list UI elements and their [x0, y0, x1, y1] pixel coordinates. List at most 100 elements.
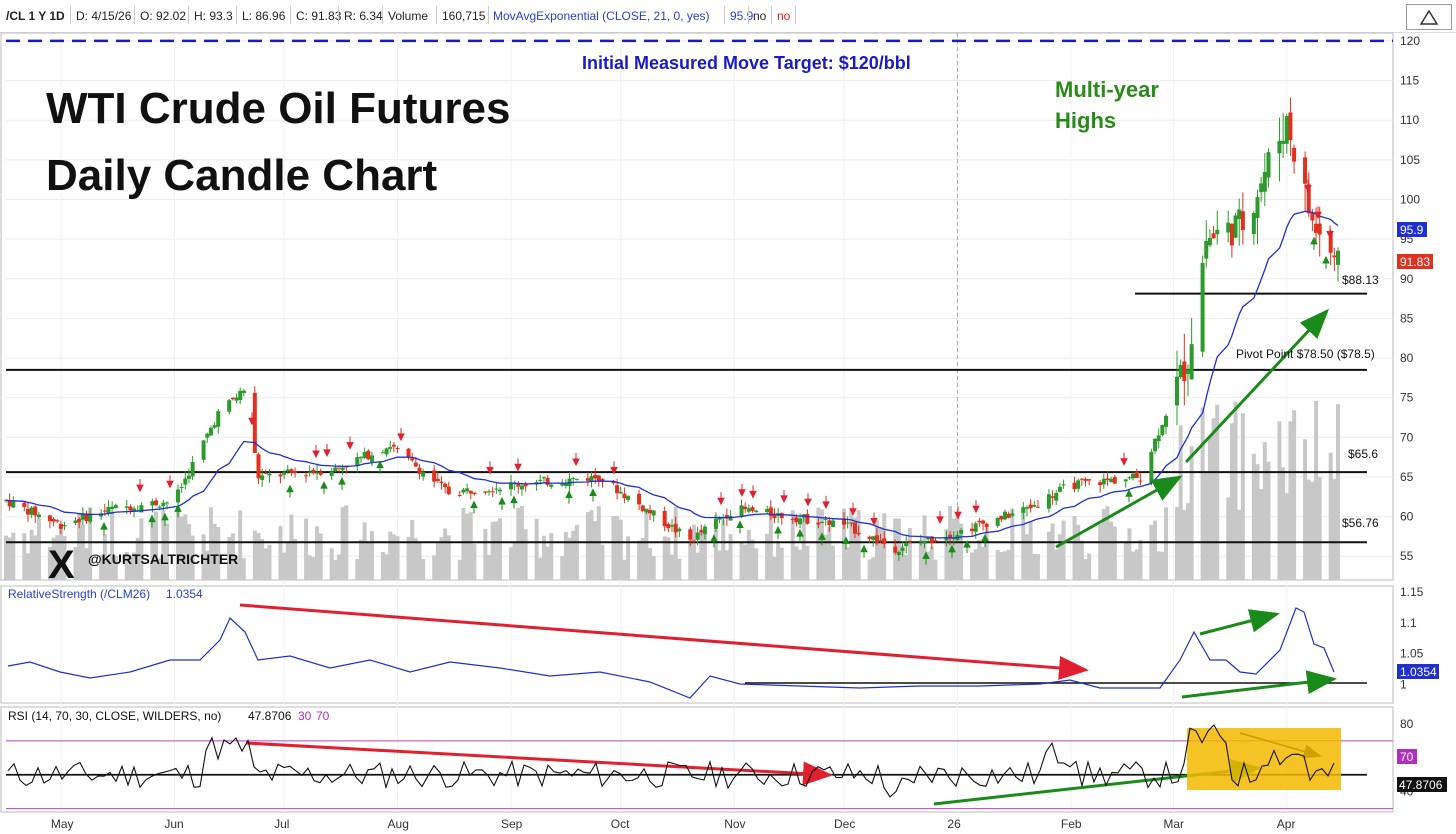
volume-bar [1032, 553, 1037, 580]
volume-bar [856, 510, 861, 580]
panel-frame [0, 706, 1394, 813]
rsi-line [7, 724, 1335, 798]
volume-bar [1057, 534, 1062, 580]
volume-bar [688, 528, 693, 580]
price-tick: 55 [1400, 549, 1414, 563]
volume-bar [929, 546, 934, 580]
candle-body [1189, 344, 1194, 380]
candle-body [1292, 147, 1297, 162]
candle-body [102, 510, 107, 512]
volume-bar [1050, 523, 1055, 580]
volume-bar [329, 548, 334, 580]
candle-body [369, 455, 374, 462]
volume-bar [25, 553, 30, 580]
candle-body [1251, 212, 1256, 235]
ema-study-label[interactable]: MovAvgExponential (CLOSE, 21, 0, yes) [493, 9, 710, 23]
volume-bar [443, 528, 448, 580]
trend-arrow [1181, 670, 1337, 699]
candle-body [212, 425, 217, 428]
candle-body [410, 458, 415, 461]
volume-bar [677, 558, 682, 580]
volume-bar [124, 551, 129, 580]
volume-bar [523, 529, 528, 580]
volume-bar [472, 543, 477, 580]
candle-body [944, 537, 949, 541]
volume-bar [99, 555, 104, 580]
volume-bar [1076, 524, 1081, 580]
volume-bar [823, 534, 828, 580]
candle-body [754, 510, 759, 513]
candle-body [22, 502, 27, 508]
volume-bar [673, 506, 678, 580]
volume-bar [337, 554, 341, 580]
candle-body [47, 515, 52, 522]
candle-body [516, 483, 521, 487]
divider [236, 6, 237, 24]
price-tick: 70 [1400, 430, 1414, 444]
volume-bar [241, 558, 246, 580]
candle-body [62, 525, 67, 527]
candle-body [768, 507, 773, 517]
ema-study-value: 95.9 [730, 9, 754, 23]
candle-body [637, 493, 642, 505]
candle-body [523, 484, 528, 487]
candle-body [132, 508, 137, 512]
candle-body [267, 473, 272, 476]
volume-bar [933, 559, 938, 580]
volume-bar [841, 508, 846, 580]
candle-body [508, 482, 513, 490]
buy-signal-arrow [736, 520, 744, 534]
rs-tick: 1.05 [1400, 647, 1424, 661]
candle-body [538, 479, 543, 481]
sell-signal-arrow [572, 453, 580, 467]
volume-bar [801, 514, 806, 580]
candle-body [1288, 112, 1293, 141]
divider [70, 6, 71, 24]
candle-body [150, 501, 155, 506]
relative-strength-line [7, 607, 1335, 699]
volume-bar [995, 550, 1000, 580]
candle-body [984, 523, 989, 528]
buy-signal-arrow [589, 488, 597, 502]
volume-bar [754, 548, 759, 580]
volume-bar [702, 530, 707, 580]
candle-body [541, 477, 546, 479]
candle-body [1076, 480, 1081, 489]
rsi-study-label[interactable]: RSI (14, 70, 30, CLOSE, WILDERS, no) [8, 709, 221, 723]
rsi-badge-text: 47.8706 [1399, 778, 1443, 792]
volume-bar [541, 535, 546, 580]
volume-bar [1277, 421, 1282, 580]
rs-study-label[interactable]: RelativeStrength (/CLM26) [8, 587, 150, 601]
volume-bar [1200, 407, 1205, 580]
volume-bar [494, 521, 499, 580]
buy-signal-arrow [922, 551, 930, 565]
candle-body [615, 485, 620, 494]
volume-bar [1281, 467, 1286, 580]
candle-body [1138, 480, 1143, 482]
candle-body [175, 489, 180, 503]
price-tick: 60 [1400, 510, 1414, 524]
month-label: Feb [1061, 817, 1082, 831]
sell-signal-arrow [136, 479, 144, 493]
candle-body [519, 485, 524, 490]
volume-bar [380, 552, 385, 580]
candle-body [29, 507, 34, 515]
candle-body [73, 520, 78, 524]
volume-bar [765, 533, 770, 580]
volume-bar [388, 531, 393, 580]
candle-body [1050, 496, 1055, 498]
candle-body [366, 450, 371, 460]
candle-body [318, 472, 323, 475]
symbol-label[interactable]: /CL 1 Y 1D [6, 9, 65, 23]
volume-bar [831, 545, 836, 580]
volume-bar [779, 547, 784, 580]
maximize-button[interactable] [1406, 4, 1452, 30]
candle-body [1003, 511, 1007, 520]
candle-body [461, 489, 466, 493]
candle-body [33, 506, 38, 516]
volume-bar [1035, 554, 1040, 580]
candle-body [1306, 184, 1311, 214]
volume-bar [304, 518, 309, 580]
buy-signal-arrow [470, 500, 478, 514]
volume-bar [600, 544, 605, 580]
